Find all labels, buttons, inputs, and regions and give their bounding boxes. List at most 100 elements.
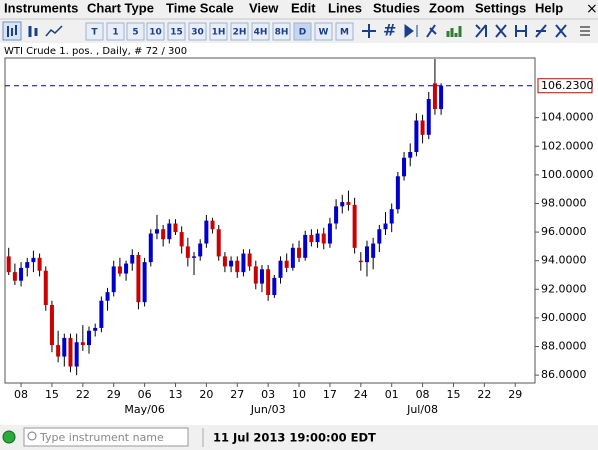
timeframe-label: 10 <box>149 28 162 38</box>
candle-body <box>253 266 258 284</box>
y-tick-label: 86.0000 <box>541 368 587 381</box>
timeframe-label: 1 <box>112 28 118 38</box>
x-tick-label: 20 <box>199 388 213 401</box>
candle-body <box>284 260 289 268</box>
timeframe-button[interactable] <box>126 22 145 41</box>
candle-body <box>68 337 73 367</box>
timeframe-label: 5 <box>132 28 138 38</box>
candle-body <box>148 233 153 263</box>
candle-body <box>185 246 190 258</box>
volume-icon[interactable] <box>446 26 462 37</box>
menu-item[interactable]: Time Scale <box>166 0 234 15</box>
candle-body <box>371 243 376 258</box>
candle-body <box>235 260 240 273</box>
timeframe-button[interactable] <box>146 22 165 41</box>
timeframe-label: 8H <box>275 28 289 38</box>
candle-body <box>136 254 141 303</box>
candle-body <box>37 257 42 271</box>
menu-item[interactable]: Zoom <box>429 0 464 15</box>
candle-body <box>154 229 159 234</box>
candle-body <box>192 256 197 258</box>
menu-item[interactable]: Instruments <box>4 0 78 15</box>
candle-body <box>19 267 24 281</box>
candle-body <box>309 234 314 243</box>
y-tick-label: 104.0000 <box>541 111 594 124</box>
y-tick-label: 94.0000 <box>541 254 587 267</box>
timeframe-button[interactable] <box>272 22 291 41</box>
search-box[interactable] <box>23 427 189 447</box>
icon[interactable] <box>426 24 437 38</box>
timeframe-label: 4H <box>254 28 268 38</box>
candle-body <box>241 253 246 273</box>
search-icon <box>27 431 37 441</box>
connection-indicator <box>2 430 16 444</box>
menu-bar: Instruments Chart Type Time Scale View Edit L… <box>4 0 563 15</box>
candle-body <box>216 229 221 257</box>
candle-body <box>179 232 184 247</box>
timeframe-button[interactable] <box>85 22 104 41</box>
x-tick-label: 13 <box>168 388 182 401</box>
x-tick-label: 22 <box>76 388 90 401</box>
timeframe-label: 30 <box>191 28 204 38</box>
timeframe-label: D <box>299 28 306 38</box>
draw-icon[interactable] <box>535 24 547 38</box>
candle-body <box>315 233 320 243</box>
timeframe-button[interactable] <box>106 22 125 41</box>
x-tick-label: 24 <box>354 388 368 401</box>
chart-header: WTI Crude 1. pos. , Daily, # 72 / 300 <box>4 46 187 57</box>
menu-item[interactable]: Edit <box>291 0 316 15</box>
x-tick-label: 10 <box>292 388 306 401</box>
grid-icon[interactable]: # <box>383 21 396 40</box>
candle-body <box>173 223 178 233</box>
menu-item[interactable]: View <box>249 0 279 15</box>
timeframe-button[interactable] <box>335 22 354 41</box>
timeframe-button[interactable] <box>230 22 249 41</box>
menu-icon[interactable] <box>580 26 590 36</box>
timeframe-button[interactable] <box>209 22 228 41</box>
draw-icon[interactable] <box>555 24 567 38</box>
draw-icon[interactable] <box>515 25 527 37</box>
timeframe-label: 1H <box>212 28 226 38</box>
menu-item[interactable]: Settings <box>475 0 526 15</box>
menu-item[interactable]: Studies <box>373 0 420 15</box>
candle-body <box>259 269 264 284</box>
candle-body <box>389 209 394 224</box>
y-tick-label: 96.0000 <box>541 225 587 238</box>
candle-icon[interactable] <box>28 26 38 37</box>
candle-body <box>439 85 444 110</box>
draw-icon[interactable] <box>495 24 507 38</box>
candle-body <box>31 257 36 263</box>
draw-icon[interactable] <box>475 24 487 38</box>
close-button[interactable]: × <box>586 1 598 17</box>
menu-item[interactable]: Lines <box>328 0 362 15</box>
candle-body <box>167 223 172 240</box>
x-tick-label: 15 <box>446 388 460 401</box>
candle-body <box>334 206 339 224</box>
timeframe-label: 2H <box>233 28 247 38</box>
search-placeholder: Type instrument name <box>39 431 164 444</box>
candle-body <box>229 260 234 267</box>
timeframe-button[interactable] <box>188 22 207 41</box>
timeframe-button[interactable] <box>167 22 186 41</box>
timeframe-button[interactable] <box>314 22 333 41</box>
x-tick-label: 29 <box>107 388 121 401</box>
candle-body <box>210 220 215 230</box>
plot: 86.0000 88.0000 90.0000 92.0000 94.0000 96.00… <box>5 59 594 416</box>
menu-item[interactable]: Help <box>535 0 563 15</box>
timeframe-button[interactable] <box>251 22 270 41</box>
month-label: Jul/08 <box>406 403 438 416</box>
candle-body <box>414 120 419 152</box>
timeframe-label: T <box>91 28 98 38</box>
x-tick-label: 17 <box>323 388 337 401</box>
candle-body <box>395 176 400 210</box>
timeframe-button[interactable] <box>293 22 312 41</box>
crosshair-icon[interactable] <box>362 24 376 38</box>
menu-item[interactable]: Chart Type <box>87 0 154 15</box>
icon[interactable] <box>404 24 418 38</box>
candle-body <box>117 266 122 274</box>
candle-body <box>142 262 147 303</box>
x-tick-label: 08 <box>416 388 430 401</box>
line-icon[interactable] <box>45 25 63 37</box>
candle-body <box>426 99 431 135</box>
last-price-label: 106.2300 <box>541 79 594 92</box>
